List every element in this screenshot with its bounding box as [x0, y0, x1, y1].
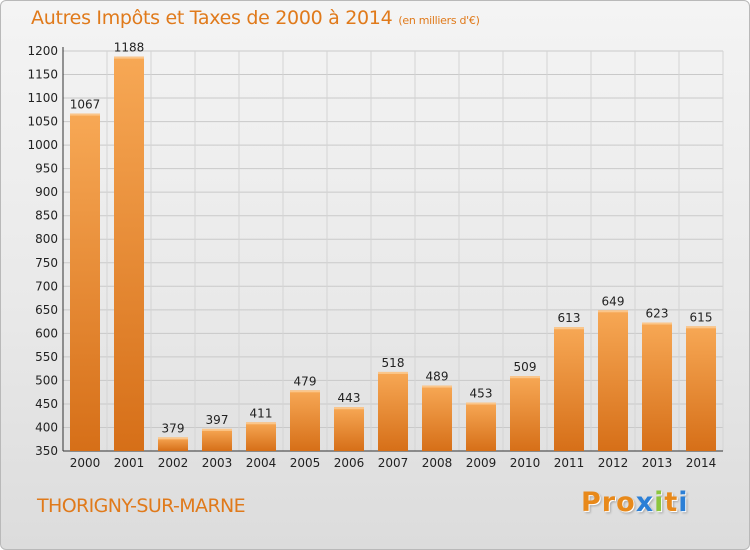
y-tick-label: 700 [35, 279, 58, 293]
x-tick-label: 2001 [114, 456, 145, 470]
x-tick-label: 2000 [70, 456, 101, 470]
x-tick-label: 2008 [422, 456, 453, 470]
bar [378, 371, 408, 451]
bar [334, 407, 364, 451]
y-tick-label: 1150 [27, 68, 58, 82]
x-tick-label: 2005 [290, 456, 321, 470]
bar [510, 376, 540, 451]
y-tick-label: 950 [35, 162, 58, 176]
bar [642, 322, 672, 451]
bar [290, 390, 320, 451]
x-tick-label: 2012 [598, 456, 629, 470]
y-tick-label: 1000 [27, 138, 58, 152]
x-tick-label: 2002 [158, 456, 189, 470]
bar [598, 310, 628, 451]
logo-letter: r [601, 487, 617, 518]
x-tick-label: 2013 [642, 456, 673, 470]
bar-highlight [422, 385, 452, 388]
bar [70, 113, 100, 452]
y-tick-label: 900 [35, 185, 58, 199]
bar-highlight [554, 327, 584, 330]
bar-highlight [510, 376, 540, 379]
data-label: 649 [602, 294, 625, 308]
bar [422, 385, 452, 451]
x-tick-label: 2006 [334, 456, 365, 470]
city-name: THORIGNY-SUR-MARNE [37, 495, 246, 517]
bar-highlight [598, 310, 628, 313]
y-tick-label: 850 [35, 209, 58, 223]
data-label: 623 [646, 307, 669, 321]
chart-title: Autres Impôts et Taxes de 2000 à 2014 (en… [31, 7, 480, 29]
bar [466, 402, 496, 451]
y-tick-label: 450 [35, 397, 58, 411]
chart-unit: (en milliers d'€) [398, 14, 480, 27]
logo-letter: x [635, 487, 655, 518]
y-tick-label: 1200 [27, 44, 58, 58]
y-tick-label: 800 [35, 232, 58, 246]
bar [246, 422, 276, 451]
data-label: 479 [294, 374, 317, 388]
y-tick-label: 650 [35, 303, 58, 317]
data-label: 379 [162, 421, 185, 435]
bar-highlight [378, 371, 408, 374]
bar-highlight [686, 326, 716, 329]
y-tick-label: 1100 [27, 91, 58, 105]
bar [686, 326, 716, 451]
y-tick-label: 750 [35, 256, 58, 270]
proxiti-logo: Proxiti [581, 487, 689, 518]
bar-highlight [202, 428, 232, 431]
bar-highlight [70, 113, 100, 116]
bar-highlight [642, 322, 672, 325]
data-label: 613 [558, 311, 581, 325]
logo-letter: o [616, 487, 636, 518]
logo-letter: i [678, 487, 689, 518]
bar-highlight [158, 437, 188, 440]
data-label: 489 [426, 370, 449, 384]
x-tick-label: 2004 [246, 456, 277, 470]
data-label: 509 [514, 360, 537, 374]
x-tick-label: 2009 [466, 456, 497, 470]
bar-highlight [246, 422, 276, 425]
x-tick-label: 2003 [202, 456, 233, 470]
y-tick-label: 400 [35, 420, 58, 434]
bar-highlight [334, 407, 364, 410]
x-tick-label: 2010 [510, 456, 541, 470]
logo-letter: t [664, 487, 679, 518]
chart-title-text: Autres Impôts et Taxes de 2000 à 2014 [31, 7, 393, 29]
data-label: 518 [382, 356, 405, 370]
bar-highlight [114, 56, 144, 59]
bar-highlight [466, 402, 496, 405]
y-tick-label: 500 [35, 373, 58, 387]
data-label: 1188 [114, 41, 145, 55]
y-tick-label: 1050 [27, 115, 58, 129]
bar [202, 428, 232, 451]
data-label: 1067 [70, 98, 101, 112]
logo-letter: P [581, 487, 602, 518]
bar [158, 437, 188, 451]
data-label: 615 [690, 310, 713, 324]
x-tick-label: 2007 [378, 456, 409, 470]
y-tick-label: 600 [35, 326, 58, 340]
bar [554, 327, 584, 451]
bar [114, 56, 144, 451]
y-tick-label: 550 [35, 350, 58, 364]
data-label: 443 [338, 391, 361, 405]
y-tick-label: 350 [35, 444, 58, 458]
data-label: 411 [250, 406, 273, 420]
logo-letter: i [654, 487, 665, 518]
bar-highlight [290, 390, 320, 393]
data-label: 453 [470, 387, 493, 401]
data-label: 397 [206, 413, 229, 427]
x-tick-label: 2014 [686, 456, 717, 470]
x-tick-label: 2011 [554, 456, 585, 470]
